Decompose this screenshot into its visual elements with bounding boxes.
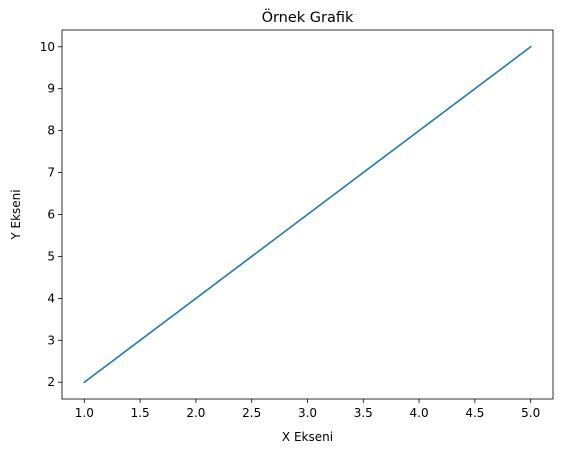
x-tick-label: 4.0 <box>410 406 429 420</box>
chart-title: Örnek Grafik <box>262 8 354 26</box>
y-tick-label: 9 <box>47 82 55 96</box>
x-tick-label: 1.5 <box>131 406 150 420</box>
x-tick-label: 3.0 <box>298 406 317 420</box>
y-tick-label: 5 <box>47 249 55 263</box>
x-tick-label: 4.5 <box>465 406 484 420</box>
x-tick-label: 1.0 <box>75 406 94 420</box>
y-tick-label: 6 <box>47 208 55 222</box>
series-line-1 <box>83 45 532 384</box>
x-axis-label: X Ekseni <box>282 430 333 444</box>
x-tick-label: 5.0 <box>521 406 540 420</box>
y-tick-label: 2 <box>47 375 55 389</box>
x-tick-label: 2.0 <box>186 406 205 420</box>
x-tick-label: 3.5 <box>354 406 373 420</box>
y-axis-label: Y Ekseni <box>9 189 23 240</box>
y-tick-label: 4 <box>47 291 55 305</box>
y-tick-label: 3 <box>47 333 55 347</box>
y-tick-label: 8 <box>47 124 55 138</box>
y-tick-label: 10 <box>40 40 55 54</box>
y-tick-label: 7 <box>47 166 55 180</box>
x-tick-label: 2.5 <box>242 406 261 420</box>
